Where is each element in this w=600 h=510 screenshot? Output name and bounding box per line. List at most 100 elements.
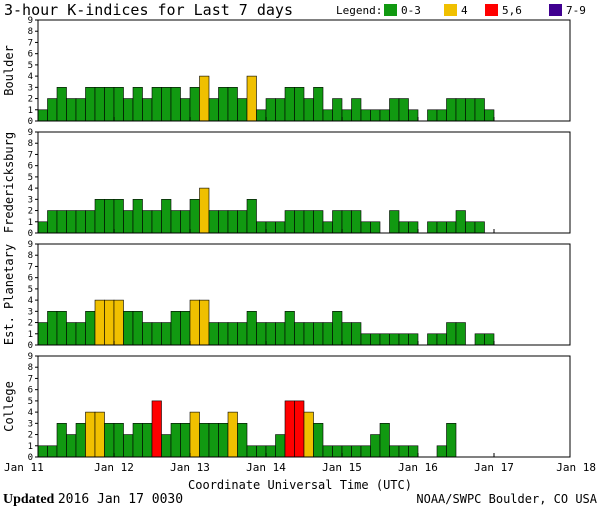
bar (237, 322, 248, 346)
y-tick-label: 8 (28, 363, 33, 373)
bar (47, 210, 58, 234)
bar (294, 87, 305, 122)
bar (85, 411, 96, 458)
x-tick-label: Jan 16 (398, 461, 438, 474)
bar (484, 333, 495, 346)
bar (161, 322, 172, 346)
bar (284, 311, 295, 346)
bar (94, 299, 105, 346)
bar (113, 87, 124, 122)
bar (351, 210, 362, 234)
panels: 0123456789Boulder0123456789Fredericksbur… (2, 16, 571, 463)
y-tick-label: 6 (28, 162, 33, 172)
bar (37, 109, 48, 122)
plot-frame (37, 355, 571, 458)
bar (180, 98, 191, 122)
bar (379, 333, 390, 346)
bar (360, 445, 371, 458)
bar (246, 445, 257, 458)
bar (370, 333, 381, 346)
bar (199, 423, 210, 458)
legend-swatch-0-3 (384, 4, 397, 16)
bar (332, 445, 343, 458)
bar (341, 445, 352, 458)
bar (370, 434, 381, 458)
bar (66, 210, 77, 234)
x-tick-label: Jan 11 (4, 461, 44, 474)
bar (275, 221, 286, 234)
bar (189, 411, 200, 458)
y-tick-label: 3 (28, 419, 33, 429)
bar (113, 299, 124, 346)
bar (66, 434, 77, 458)
bar (446, 423, 457, 458)
bar (436, 333, 447, 346)
bar (218, 87, 229, 122)
y-tick-label: 7 (28, 262, 33, 272)
bar (227, 322, 238, 346)
bar (47, 311, 58, 346)
bar (427, 333, 438, 346)
bar (189, 87, 200, 122)
bar (237, 98, 248, 122)
bar (332, 98, 343, 122)
bar (104, 299, 115, 346)
bar (294, 210, 305, 234)
bar (303, 322, 314, 346)
y-tick-label: 0 (28, 117, 33, 127)
bar (341, 109, 352, 122)
y-tick-label: 5 (28, 285, 33, 295)
legend-text-5-6: 5,6 (502, 4, 522, 17)
bar (246, 199, 257, 234)
updated-label: Updated (3, 492, 55, 507)
bar (360, 333, 371, 346)
bar (408, 221, 419, 234)
bar (408, 109, 419, 122)
bar (132, 311, 143, 346)
legend-text-7-9: 7-9 (566, 4, 586, 17)
x-tick-label: Jan 17 (474, 461, 514, 474)
credit: NOAA/SWPC Boulder, CO USA (416, 492, 597, 506)
bar (484, 109, 495, 122)
bar (360, 221, 371, 234)
bar (303, 98, 314, 122)
bar (370, 221, 381, 234)
bar (465, 221, 476, 234)
bar (85, 87, 96, 122)
bar (474, 98, 485, 122)
bar (436, 109, 447, 122)
bar (351, 445, 362, 458)
legend-swatch-5-6 (485, 4, 498, 16)
bar (37, 322, 48, 346)
bar (256, 109, 267, 122)
bar (455, 98, 466, 122)
bar (56, 311, 67, 346)
bar (142, 322, 153, 346)
x-tick-label: Jan 13 (170, 461, 210, 474)
bar (256, 221, 267, 234)
bar (427, 109, 438, 122)
bar (132, 199, 143, 234)
bar (37, 221, 48, 234)
y-tick-label: 7 (28, 38, 33, 48)
bar (446, 322, 457, 346)
bar (113, 423, 124, 458)
bar (161, 434, 172, 458)
bar (408, 333, 419, 346)
x-axis: Jan 11 Jan 12 Jan 13 Jan 14 Jan 15 Jan 16 Jan … (4, 461, 596, 474)
bar (218, 423, 229, 458)
bar (199, 187, 210, 234)
bar (275, 98, 286, 122)
bar (123, 98, 134, 122)
y-tick-label: 7 (28, 374, 33, 384)
bar (66, 98, 77, 122)
y-tick-label: 4 (28, 408, 33, 418)
legend: Legend: 0-3 4 5,6 7-9 (336, 4, 586, 17)
bar (389, 210, 400, 234)
bar (218, 322, 229, 346)
bar (189, 199, 200, 234)
y-tick-label: 2 (28, 431, 33, 441)
bar (47, 98, 58, 122)
